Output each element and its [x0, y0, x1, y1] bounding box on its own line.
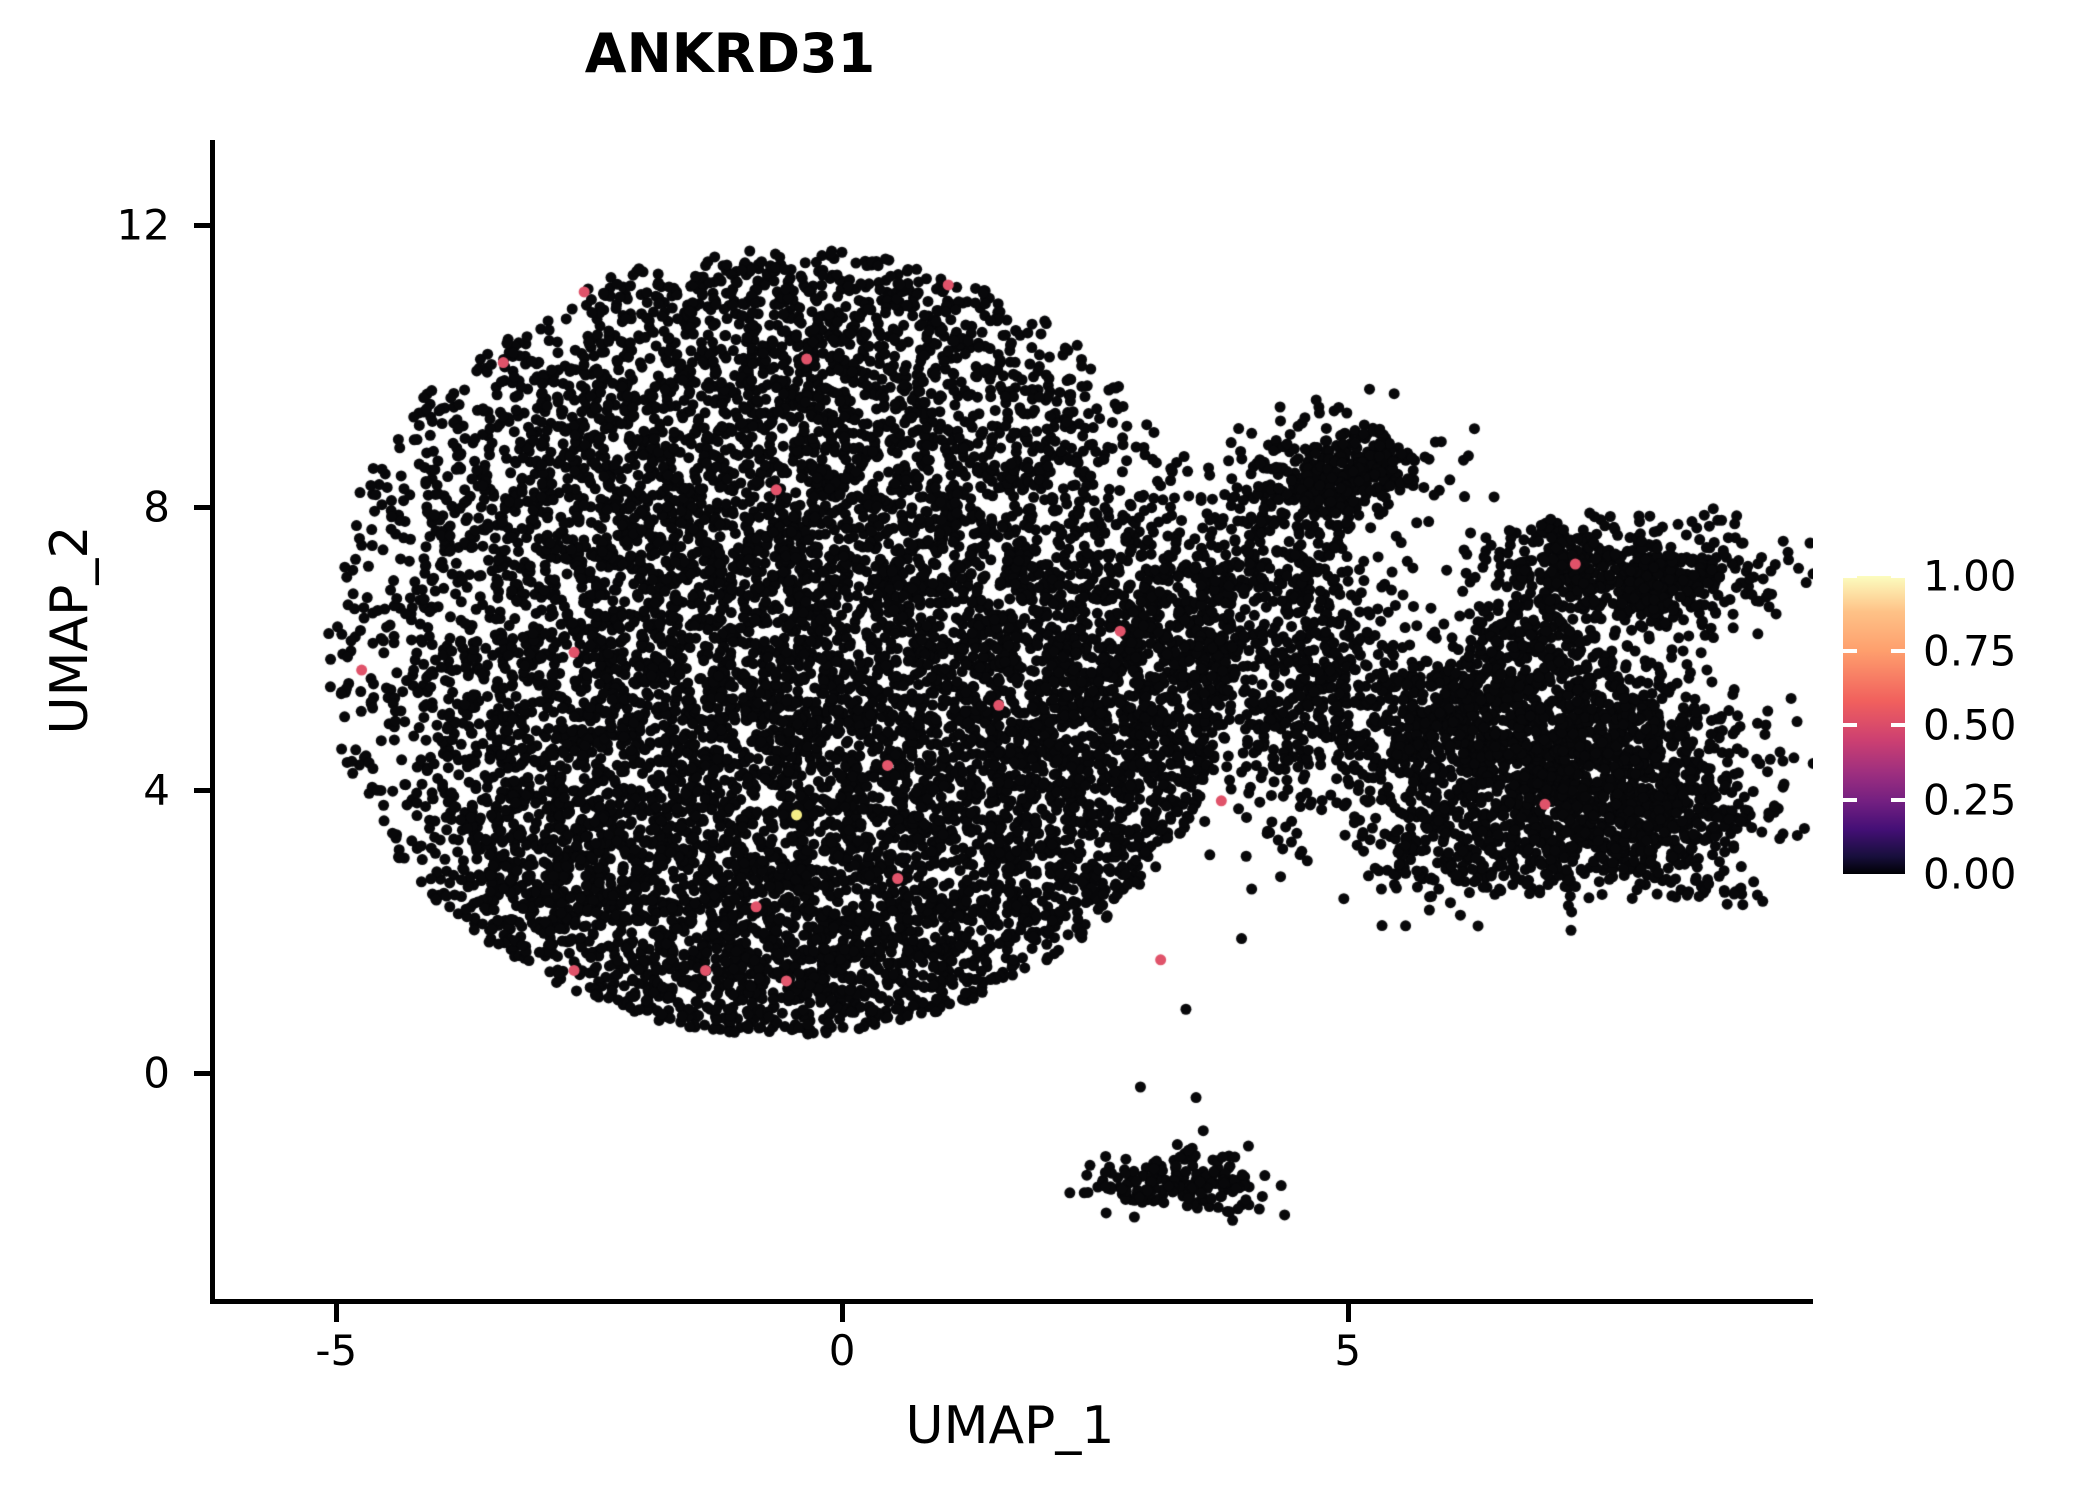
- x-tick-mark: [1345, 1304, 1351, 1322]
- x-axis-label: UMAP_1: [905, 1396, 1115, 1456]
- x-axis-spine: [210, 1299, 1813, 1304]
- colorbar-tick-mark: [1891, 648, 1905, 653]
- x-tick-label: 0: [828, 1326, 856, 1375]
- x-tick-label: -5: [315, 1326, 358, 1375]
- y-tick-mark: [194, 505, 210, 511]
- scatter-plot-canvas: [215, 140, 1813, 1299]
- page-title: ANKRD31: [584, 22, 876, 85]
- y-tick-mark: [194, 788, 210, 794]
- y-tick-mark: [194, 1070, 210, 1076]
- colorbar-tick-mark: [1843, 723, 1857, 727]
- colorbar-tick-label: 0.00: [1923, 849, 2017, 899]
- colorbar-tick-mark: [1843, 574, 1857, 578]
- colorbar-tick-label: 0.50: [1923, 700, 2017, 750]
- y-axis-spine: [210, 140, 215, 1302]
- y-tick-label: 0: [143, 1048, 170, 1098]
- colorbar-tick-label: 0.75: [1923, 626, 2017, 675]
- colorbar-tick-mark: [1843, 648, 1857, 653]
- y-tick-label: 8: [143, 482, 170, 532]
- colorbar-tick-mark: [1843, 797, 1857, 802]
- y-tick-label: 12: [116, 200, 170, 250]
- colorbar-tick-mark: [1891, 574, 1905, 578]
- y-tick-mark: [194, 222, 210, 228]
- y-tick-label: 4: [143, 765, 170, 815]
- colorbar-tick-label: 1.00: [1923, 551, 2017, 601]
- colorbar-tick-mark: [1891, 797, 1905, 802]
- x-tick-mark: [840, 1304, 846, 1322]
- x-tick-label: 5: [1334, 1326, 1362, 1375]
- y-axis-label: UMAP_2: [40, 525, 100, 735]
- colorbar-tick-label: 0.25: [1923, 775, 2017, 824]
- x-tick-mark: [334, 1304, 340, 1322]
- colorbar-tick-mark: [1891, 723, 1905, 727]
